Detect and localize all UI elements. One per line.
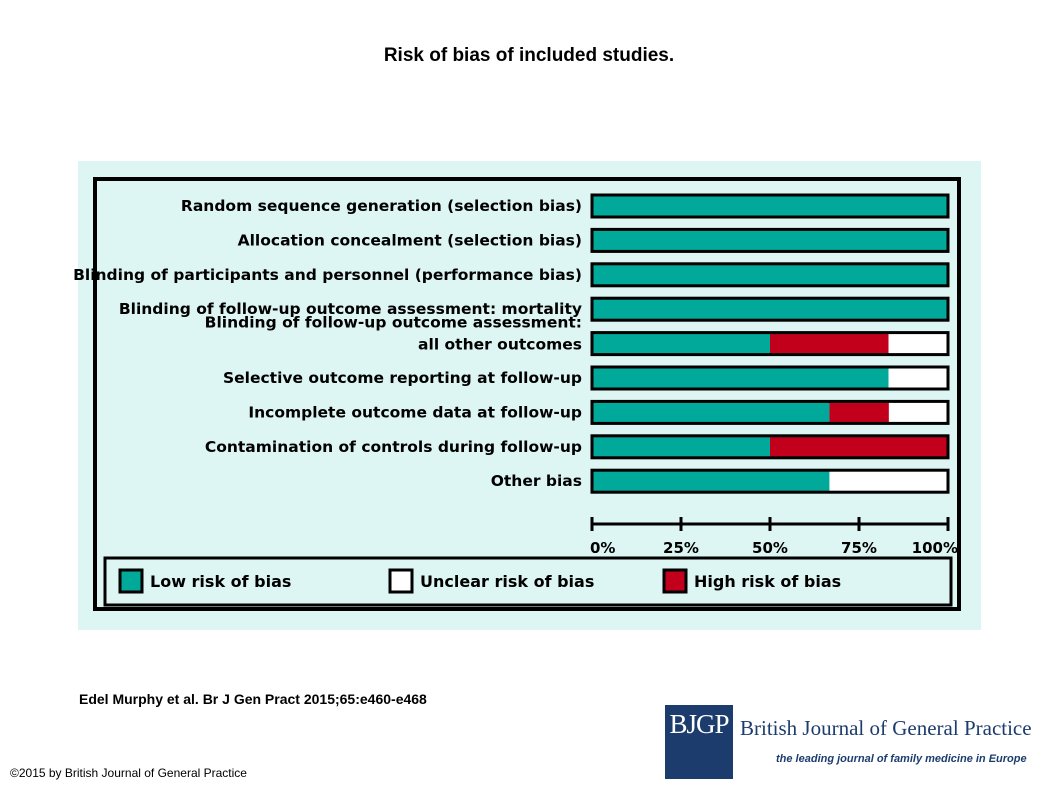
journal-tagline: the leading journal of family medicine i… (776, 753, 1027, 765)
x-tick-label: 25% (663, 539, 699, 557)
legend-label: Unclear risk of bias (420, 572, 594, 591)
category-label: Blinding of participants and personnel (… (73, 266, 582, 284)
category-label: Incomplete outcome data at follow-up (248, 403, 582, 421)
journal-name: British Journal of General Practice (740, 716, 1032, 740)
bar-segment (592, 470, 830, 493)
bar-outline (590, 227, 950, 253)
category-label: Random sequence generation (selection bi… (181, 197, 582, 215)
bar-outline (590, 468, 950, 494)
bar-segment (829, 401, 889, 424)
bar-segment (592, 195, 948, 217)
bjgp-logo: BJGP (665, 705, 733, 779)
slide-title: Risk of bias of included studies. (383, 45, 675, 66)
category-labels: Random sequence generation (selection bi… (73, 197, 582, 490)
x-tick-label: 50% (752, 539, 788, 557)
bar-outline (590, 365, 950, 391)
bar-segment (770, 332, 889, 355)
bar-segment (592, 435, 770, 458)
legend-swatch (118, 568, 144, 594)
bar-segment (592, 401, 830, 424)
legend: Low risk of bias Unclear risk of bias High… (103, 556, 953, 607)
bar-outline (590, 331, 950, 357)
category-label: Other bias (491, 472, 582, 490)
category-label: Blinding of follow-up outcome assessment… (205, 314, 582, 332)
category-label: Selective outcome reporting at follow-up (223, 369, 582, 387)
bar-segment (592, 298, 948, 321)
bar-segment (592, 367, 889, 389)
bar-segment (770, 435, 948, 458)
legend-swatch (662, 568, 688, 594)
citation: Edel Murphy et al. Br J Gen Pract 2015;6… (79, 691, 427, 707)
x-tick-label: 100% (912, 539, 958, 557)
figure-frame (93, 177, 961, 611)
bar-segment (592, 263, 948, 286)
legend-box (103, 556, 953, 607)
x-tick-label: 75% (841, 539, 877, 557)
category-label: Contamination of controls during follow-… (205, 438, 582, 456)
bar-outline (590, 193, 950, 219)
category-label: Allocation concealment (selection bias) (238, 231, 582, 249)
category-label: all other outcomes (418, 336, 582, 354)
x-axis: 0% 25% 50% 75% 100% (590, 517, 958, 557)
bar-outline (590, 296, 950, 322)
bar-segment (829, 470, 948, 493)
bar-segment (592, 332, 770, 355)
bar-outline (590, 434, 950, 460)
bars (590, 193, 950, 494)
bar-segment (888, 332, 948, 355)
bar-segment (592, 229, 948, 252)
copyright-notice: ©2015 by British Journal of General Prac… (10, 766, 247, 780)
x-tick-label: 0% (590, 539, 615, 557)
bar-outline (590, 262, 950, 288)
bar-segment (888, 401, 949, 424)
legend-label: High risk of bias (694, 572, 841, 591)
legend-label: Low risk of bias (150, 572, 291, 591)
bar-segment (888, 367, 948, 389)
legend-swatch (388, 568, 414, 594)
category-label: Blinding of follow-up outcome assessment… (119, 300, 582, 318)
bar-outline (590, 399, 950, 425)
